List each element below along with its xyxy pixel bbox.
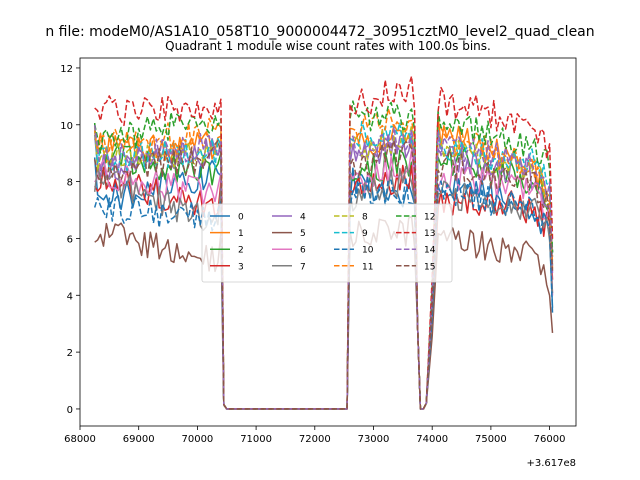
legend-label-9: 9 bbox=[362, 229, 368, 239]
legend-label-0: 0 bbox=[238, 213, 244, 223]
y-tick-label: 12 bbox=[60, 64, 73, 75]
y-tick-label: 6 bbox=[67, 234, 73, 245]
x-axis: 68000 69000 70000 71000 72000 73000 74000 75000… bbox=[64, 426, 565, 445]
legend-label-12: 12 bbox=[424, 213, 435, 223]
y-tick-label: 8 bbox=[67, 178, 73, 189]
x-tick-label: 75000 bbox=[475, 434, 507, 445]
legend-label-11: 11 bbox=[362, 262, 373, 272]
legend-label-2: 2 bbox=[238, 246, 244, 256]
x-tick-label: 70000 bbox=[181, 434, 213, 445]
x-tick-label: 76000 bbox=[534, 434, 566, 445]
series-line-6 bbox=[94, 148, 554, 410]
figure-suptitle: n file: modeM0/AS1A10_058T10_9000004472_… bbox=[45, 24, 594, 40]
legend-label-7: 7 bbox=[300, 262, 306, 272]
series-line-9 bbox=[93, 120, 554, 410]
x-tick-label: 73000 bbox=[358, 434, 390, 445]
chart-title: Quadrant 1 module wise count rates with … bbox=[165, 39, 491, 53]
y-tick-label: 10 bbox=[60, 121, 73, 132]
legend-box bbox=[201, 203, 453, 283]
series-line-7 bbox=[93, 165, 554, 410]
series-line-2 bbox=[93, 122, 554, 410]
series-line-12 bbox=[93, 100, 554, 410]
x-tick-label: 71000 bbox=[240, 434, 272, 445]
plot-frame bbox=[79, 57, 577, 427]
series-line-10 bbox=[93, 175, 554, 410]
y-axis: 0 2 4 6 8 10 12 bbox=[60, 64, 80, 416]
legend-label-3: 3 bbox=[238, 262, 244, 272]
x-tick-label: 68000 bbox=[64, 434, 96, 445]
legend-label-4: 4 bbox=[300, 213, 306, 223]
series-line-14 bbox=[93, 125, 554, 410]
legend-label-6: 6 bbox=[300, 246, 306, 256]
legend-label-10: 10 bbox=[362, 246, 374, 256]
y-tick-label: 0 bbox=[67, 405, 73, 416]
x-tick-label: 74000 bbox=[416, 434, 448, 445]
legend-label-1: 1 bbox=[238, 229, 244, 239]
series-line-3 bbox=[94, 164, 554, 410]
legend-label-8: 8 bbox=[362, 213, 368, 223]
y-tick-label: 4 bbox=[67, 291, 73, 302]
series-line-15 bbox=[93, 140, 554, 410]
legend-label-13: 13 bbox=[424, 229, 435, 239]
legend-label-5: 5 bbox=[300, 229, 306, 239]
x-tick-label: 72000 bbox=[299, 434, 331, 445]
series-line-8 bbox=[93, 124, 554, 410]
x-tick-label: 69000 bbox=[123, 434, 155, 445]
legend-label-14: 14 bbox=[424, 246, 436, 256]
series-line-11 bbox=[93, 107, 554, 410]
y-tick-label: 2 bbox=[67, 348, 73, 359]
legend-label-15: 15 bbox=[424, 262, 435, 272]
x-axis-offset-label: +3.617e8 bbox=[526, 458, 576, 469]
series-line-13 bbox=[94, 75, 554, 410]
